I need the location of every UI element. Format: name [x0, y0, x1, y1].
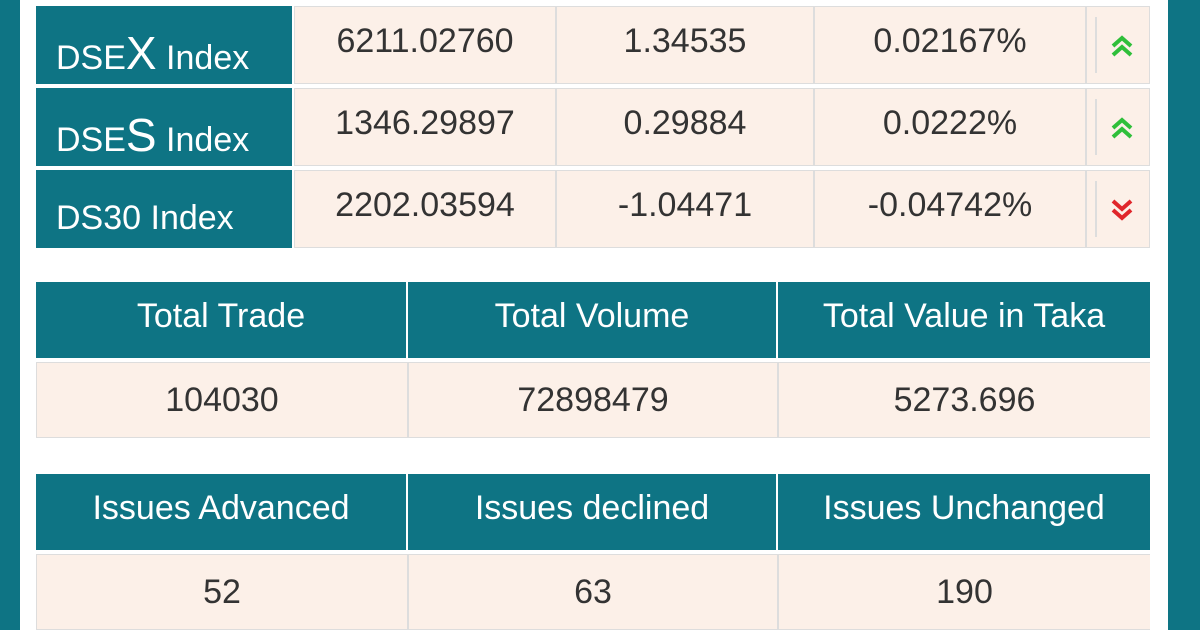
index-value: 1346.29897: [335, 103, 515, 142]
trend-cell: [1086, 88, 1150, 166]
index-name-prefix: DSE: [56, 121, 126, 159]
index-row-ds30[interactable]: DS30 Index 2202.03594 -1.04471 -0.04742%: [36, 170, 1150, 248]
index-value-cell: 1346.29897: [294, 88, 556, 166]
index-name-suffix: Index: [141, 199, 234, 237]
trade-summary-header: Total Trade Total Volume Total Value in …: [36, 282, 1150, 358]
total-volume-header: Total Volume: [408, 282, 778, 358]
index-percent: 0.02167%: [873, 21, 1027, 60]
issues-declined-header: Issues declined: [408, 474, 778, 550]
issues-summary-values: 52 63 190: [36, 554, 1150, 630]
issues-advanced-value: 52: [36, 554, 408, 630]
index-percent: 0.0222%: [882, 103, 1018, 142]
index-name-prefix: DSE: [56, 39, 126, 77]
market-summary-panel: DSEX Index 6211.02760 1.34535 0.02167% D…: [20, 0, 1168, 630]
index-change: 0.29884: [623, 103, 747, 142]
issues-unchanged-value: 190: [778, 554, 1150, 630]
index-row-dses[interactable]: DSES Index 1346.29897 0.29884 0.0222%: [36, 88, 1150, 166]
trend-cell: [1086, 170, 1150, 248]
index-row-dsex[interactable]: DSEX Index 6211.02760 1.34535 0.02167%: [36, 6, 1150, 84]
index-name-cell: DSES Index: [36, 88, 292, 166]
total-trade-header: Total Trade: [36, 282, 408, 358]
index-name-letter: S: [125, 109, 157, 161]
cell-divider: [1095, 17, 1097, 73]
index-change-cell: 1.34535: [556, 6, 814, 84]
issues-advanced-header: Issues Advanced: [36, 474, 408, 550]
cell-divider: [1095, 181, 1097, 237]
index-change: -1.04471: [617, 185, 753, 224]
trade-summary-values: 104030 72898479 5273.696: [36, 362, 1150, 438]
double-chevron-down-icon: [1111, 199, 1133, 221]
index-name-suffix: Index: [156, 39, 250, 77]
total-volume-value: 72898479: [408, 362, 778, 438]
index-change-cell: 0.29884: [556, 88, 814, 166]
total-trade-value: 104030: [36, 362, 408, 438]
index-value-cell: 6211.02760: [294, 6, 556, 84]
double-chevron-up-icon: [1111, 35, 1133, 57]
index-percent-cell: 0.02167%: [814, 6, 1086, 84]
index-percent-cell: 0.0222%: [814, 88, 1086, 166]
index-value: 2202.03594: [335, 185, 515, 224]
index-name-letter: X: [125, 27, 157, 79]
index-name-cell: DSEX Index: [36, 6, 292, 84]
total-value-taka: 5273.696: [778, 362, 1150, 438]
cell-divider: [1095, 99, 1097, 155]
total-value-header: Total Value in Taka: [778, 282, 1150, 358]
issues-declined-value: 63: [408, 554, 778, 630]
index-percent: -0.04742%: [867, 185, 1033, 224]
double-chevron-up-icon: [1111, 117, 1133, 139]
index-name-cell: DS30 Index: [36, 170, 292, 248]
issues-unchanged-header: Issues Unchanged: [778, 474, 1150, 550]
index-change-cell: -1.04471: [556, 170, 814, 248]
index-name-suffix: Index: [156, 121, 250, 159]
index-value-cell: 2202.03594: [294, 170, 556, 248]
index-name-prefix: DS30: [56, 199, 142, 237]
issues-summary-header: Issues Advanced Issues declined Issues U…: [36, 474, 1150, 550]
index-percent-cell: -0.04742%: [814, 170, 1086, 248]
index-value: 6211.02760: [336, 21, 514, 60]
trend-cell: [1086, 6, 1150, 84]
index-change: 1.34535: [623, 21, 747, 60]
